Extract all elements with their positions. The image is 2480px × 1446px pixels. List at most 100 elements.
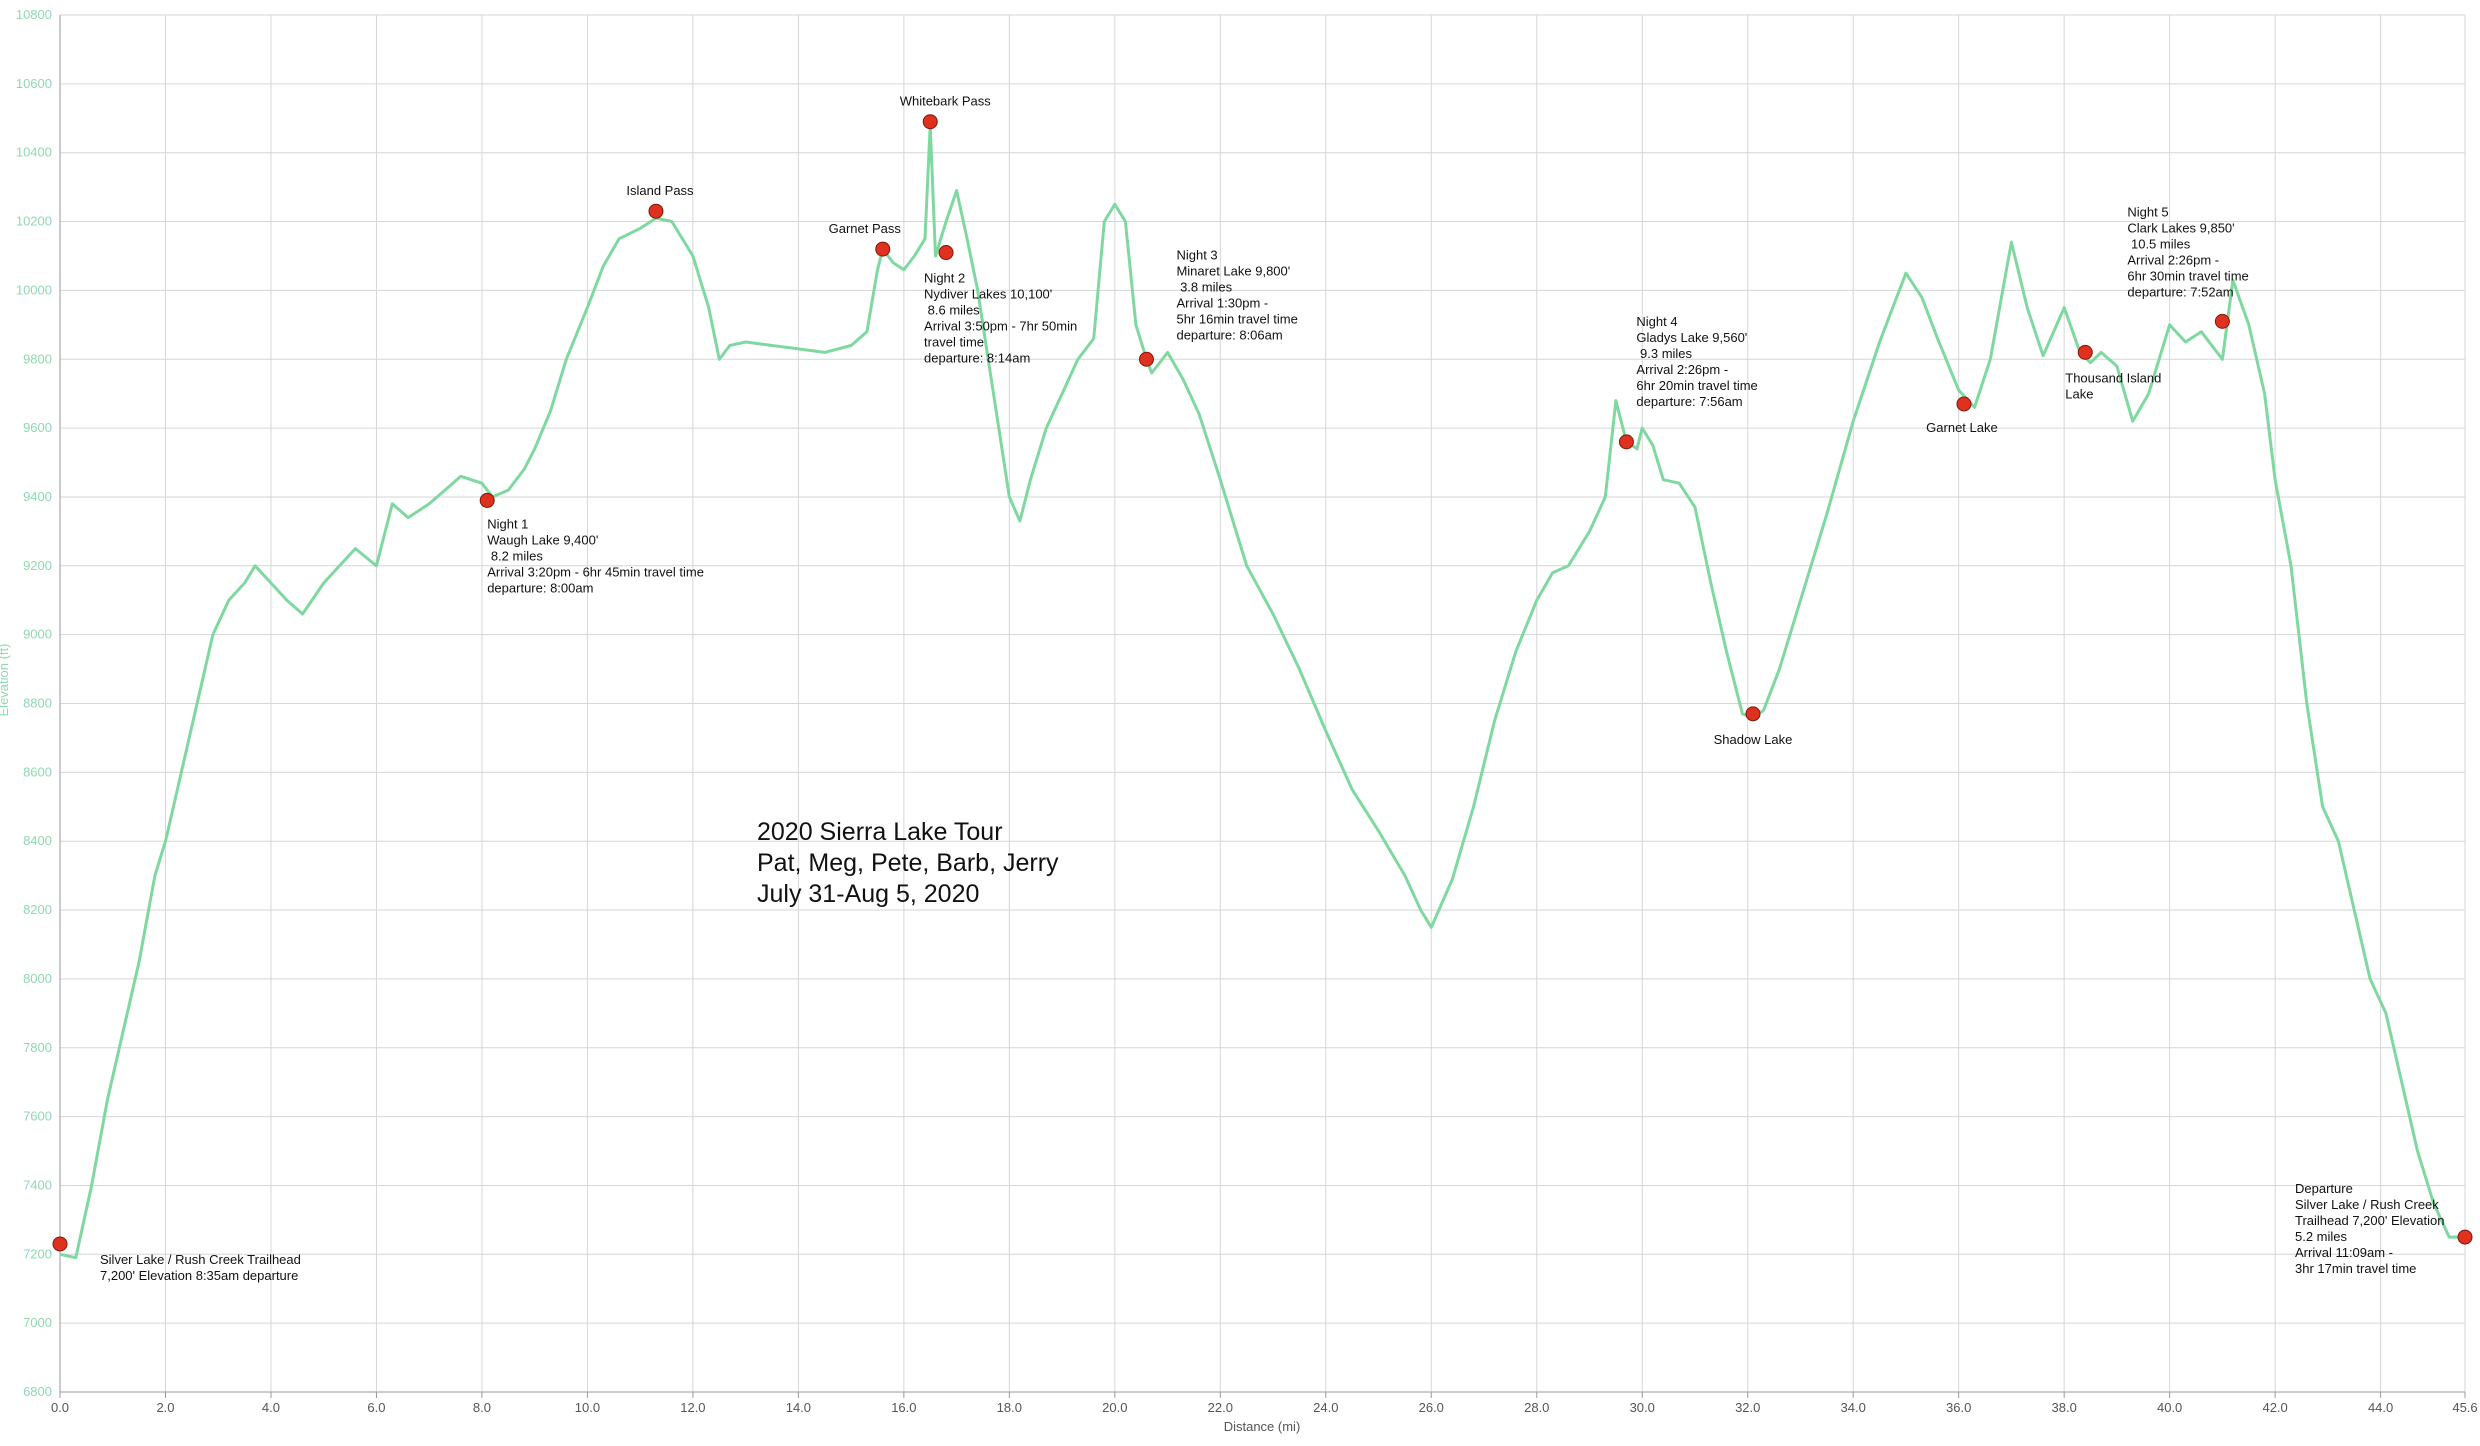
x-tick-label: 4.0 [262, 1400, 280, 1415]
waypoint-label-line: 6hr 30min travel time [2127, 268, 2248, 283]
y-tick-label: 10600 [16, 76, 52, 91]
series-line-layer [59, 123, 2465, 1260]
waypoint-label-line: Night 1 [487, 516, 528, 531]
x-tick-label: 32.0 [1735, 1400, 1760, 1415]
marker-layer [52, 114, 2473, 1252]
x-tick-label: 14.0 [786, 1400, 811, 1415]
title-annotation-line: Pat, Meg, Pete, Barb, Jerry [757, 849, 1059, 877]
y-tick-label: 8800 [23, 696, 52, 711]
waypoint-marker [938, 245, 954, 261]
waypoint-label-line: 5hr 16min travel time [1176, 311, 1297, 326]
x-tick-label: 30.0 [1630, 1400, 1655, 1415]
waypoint-label-line: departure: 7:56am [1636, 394, 1742, 409]
waypoint-label-line: Night 4 [1636, 314, 1677, 329]
waypoint-label-line: Departure [2295, 1181, 2353, 1196]
x-tick-label: 12.0 [680, 1400, 705, 1415]
x-tick-label: 22.0 [1208, 1400, 1233, 1415]
grid-lines [59, 14, 2466, 1398]
marker-label-layer: Silver Lake / Rush Creek Trailhead 7,200'… [100, 94, 2444, 1283]
waypoint-label-line: Arrival 2:26pm - [2127, 252, 2219, 267]
elevation-line [59, 123, 2465, 1260]
y-tick-label: 8000 [23, 971, 52, 986]
waypoint-label: Night 2 Nydiver Lakes 10,100' 8.6 miles Ar… [924, 271, 1077, 366]
waypoint-label: Night 1 Waugh Lake 9,400' 8.2 miles Arriva… [487, 516, 704, 595]
waypoint-label: Garnet Pass [829, 221, 902, 236]
waypoint-label-line: Silver Lake / Rush Creek [2295, 1197, 2439, 1212]
x-tick-label: 38.0 [2052, 1400, 2077, 1415]
waypoint-marker [1956, 396, 1972, 412]
waypoint-label-line: departure: 8:14am [924, 351, 1030, 366]
title-annotation-line: 2020 Sierra Lake Tour [757, 818, 1003, 846]
waypoint-label-line: Lake [2065, 386, 2093, 401]
y-tick-label: 9000 [23, 627, 52, 642]
waypoint-label-line: Night 5 [2127, 204, 2168, 219]
waypoint-label-line: Garnet Pass [829, 221, 902, 236]
waypoint-label-line: departure: 7:52am [2127, 284, 2233, 299]
waypoint-label-line: 9.3 miles [1636, 346, 1692, 361]
x-tick-label: 16.0 [891, 1400, 916, 1415]
waypoint-marker [1745, 706, 1761, 722]
x-tick-label: 2.0 [156, 1400, 174, 1415]
waypoint-label: Departure Silver Lake / Rush Creek Trailhe… [2295, 1181, 2444, 1276]
y-tick-label: 9800 [23, 351, 52, 366]
waypoint-label-line: Gladys Lake 9,560' [1636, 330, 1747, 345]
y-tick-label: 7200 [23, 1246, 52, 1261]
waypoint-label-line: 7,200' Elevation 8:35am departure [100, 1268, 298, 1283]
x-tick-labels: 0.0 2.0 4.0 6.0 8.0 10.0 12.0 14.0 16.0 18.0 20.0 2… [51, 1400, 2478, 1415]
waypoint-label: Night 4 Gladys Lake 9,560' 9.3 miles Arriv… [1636, 314, 1757, 409]
y-tick-label: 10000 [16, 282, 52, 297]
y-tick-label: 9400 [23, 489, 52, 504]
waypoint-label: Night 3 Minaret Lake 9,800' 3.8 miles Arri… [1176, 247, 1297, 342]
waypoint-label-line: departure: 8:06am [1176, 327, 1282, 342]
waypoint-marker [2214, 313, 2230, 329]
x-tick-label: 26.0 [1419, 1400, 1444, 1415]
waypoint-label-line: Thousand Island [2065, 370, 2161, 385]
x-tick-label: 18.0 [997, 1400, 1022, 1415]
waypoint-label: Garnet Lake [1926, 420, 1998, 435]
y-tick-label: 6800 [23, 1384, 52, 1399]
waypoint-label-line: 3.8 miles [1176, 279, 1232, 294]
waypoint-label-line: Trailhead 7,200' Elevation [2295, 1213, 2444, 1228]
x-tick-label: 8.0 [473, 1400, 491, 1415]
waypoint-label: Whitebark Pass [900, 94, 992, 109]
waypoint-label-line: Arrival 3:20pm - 6hr 45min travel time [487, 564, 704, 579]
waypoint-label-line: Garnet Lake [1926, 420, 1998, 435]
waypoint-marker [922, 114, 938, 130]
title-annotation-line: July 31-Aug 5, 2020 [757, 880, 979, 908]
y-tick-label: 9200 [23, 558, 52, 573]
waypoint-marker [875, 241, 891, 257]
waypoint-label-line: travel time [924, 335, 984, 350]
waypoint-marker [1138, 351, 1154, 367]
x-tick-label: 44.0 [2368, 1400, 2393, 1415]
waypoint-label-line: 5.2 miles [2295, 1229, 2348, 1244]
waypoint-marker [2457, 1229, 2473, 1245]
waypoint-label-line: Night 2 [924, 271, 965, 286]
waypoint-label-line: 6hr 20min travel time [1636, 378, 1757, 393]
waypoint-label-line: Arrival 1:30pm - [1176, 295, 1268, 310]
y-tick-label: 7800 [23, 1040, 52, 1055]
y-tick-label: 8400 [23, 833, 52, 848]
y-tick-label: 7000 [23, 1315, 52, 1330]
waypoint-label: Thousand Island Lake [2065, 370, 2161, 401]
waypoint-marker [2077, 344, 2093, 360]
y-tick-label: 7600 [23, 1109, 52, 1124]
waypoint-marker [648, 203, 664, 219]
waypoint-label-line: 8.6 miles [924, 303, 980, 318]
waypoint-label-line: 8.2 miles [487, 548, 543, 563]
y-tick-label: 8600 [23, 764, 52, 779]
waypoint-label-line: Nydiver Lakes 10,100' [924, 287, 1052, 302]
y-tick-labels: 6800 7000 7200 7400 7600 7800 8000 8200 8400 8600… [16, 7, 52, 1399]
waypoint-label-line: 3hr 17min travel time [2295, 1261, 2416, 1276]
waypoint-label-line: Arrival 3:50pm - 7hr 50min [924, 319, 1077, 334]
x-tick-label: 40.0 [2157, 1400, 2182, 1415]
waypoint-label-line: 10.5 miles [2127, 236, 2190, 251]
x-tick-label: 42.0 [2262, 1400, 2287, 1415]
y-tick-label: 9600 [23, 420, 52, 435]
x-axis-title: Distance (mi) [1224, 1419, 1301, 1434]
waypoint-marker [52, 1236, 68, 1252]
y-tick-label: 8200 [23, 902, 52, 917]
x-tick-label: 20.0 [1102, 1400, 1127, 1415]
x-tick-label: 0.0 [51, 1400, 69, 1415]
